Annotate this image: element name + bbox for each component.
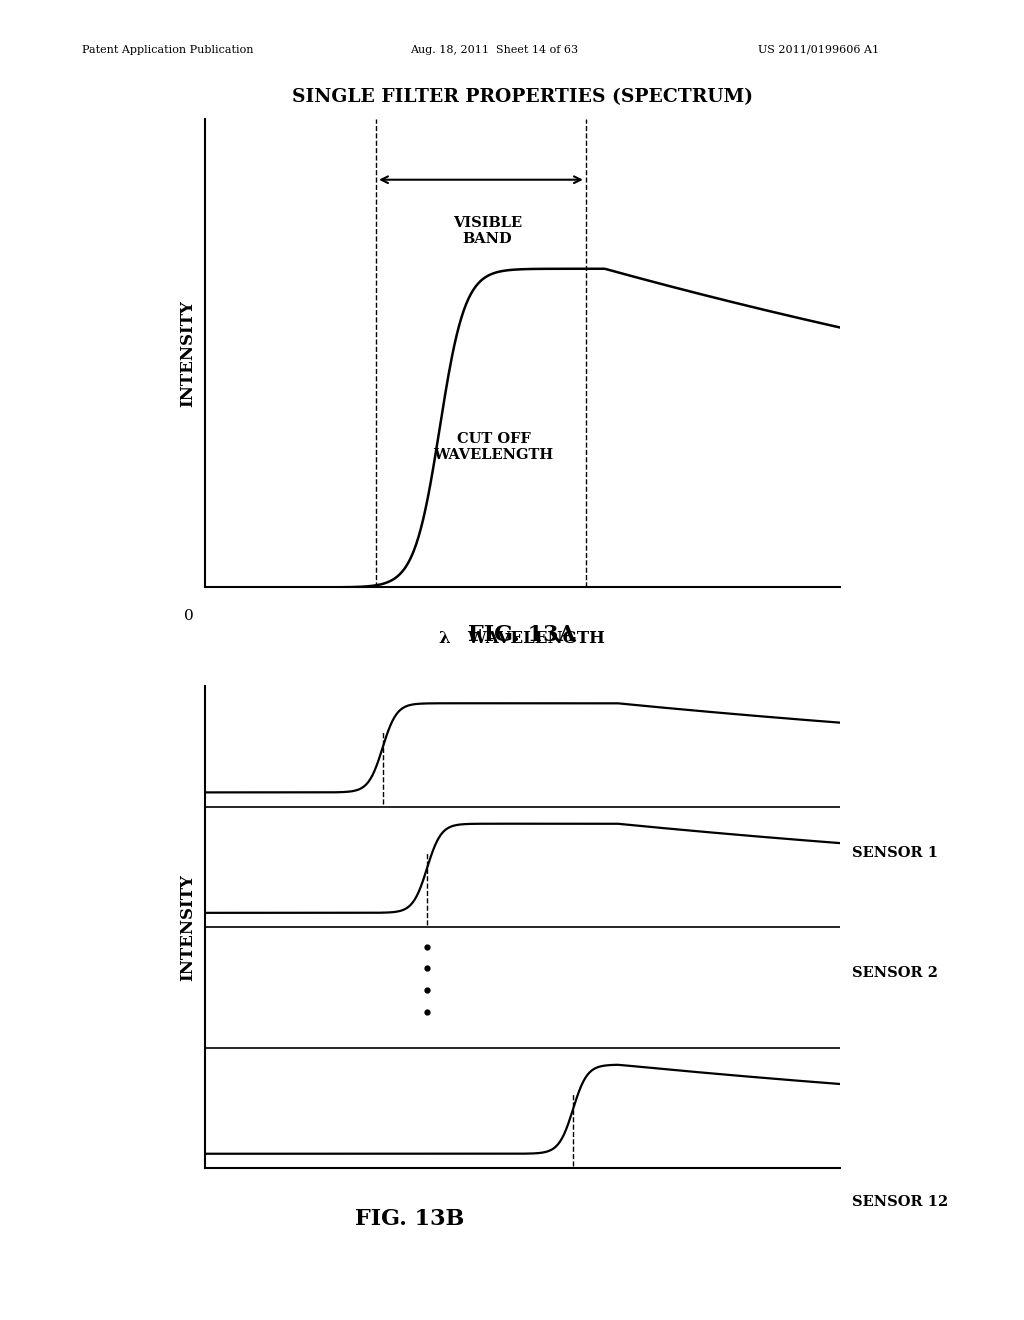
Text: SENSOR 1: SENSOR 1 — [852, 846, 938, 859]
Title: SINGLE FILTER PROPERTIES (SPECTRUM): SINGLE FILTER PROPERTIES (SPECTRUM) — [292, 88, 753, 106]
Text: SENSOR 12: SENSOR 12 — [852, 1195, 948, 1209]
Text: Patent Application Publication: Patent Application Publication — [82, 45, 253, 55]
Y-axis label: INTENSITY: INTENSITY — [179, 874, 197, 981]
Text: VISIBLE
BAND: VISIBLE BAND — [453, 216, 522, 247]
Y-axis label: INTENSITY: INTENSITY — [179, 300, 197, 407]
Text: SENSOR 2: SENSOR 2 — [852, 966, 938, 979]
Text: Aug. 18, 2011  Sheet 14 of 63: Aug. 18, 2011 Sheet 14 of 63 — [410, 45, 578, 55]
Text: FIG. 13A: FIG. 13A — [468, 624, 577, 647]
Text: 0: 0 — [184, 609, 194, 623]
Text: λ   WAVELENGTH: λ WAVELENGTH — [439, 630, 605, 647]
Text: CUT OFF
WAVELENGTH: CUT OFF WAVELENGTH — [433, 432, 554, 462]
Text: FIG. 13B: FIG. 13B — [355, 1208, 464, 1230]
Text: US 2011/0199606 A1: US 2011/0199606 A1 — [758, 45, 879, 55]
